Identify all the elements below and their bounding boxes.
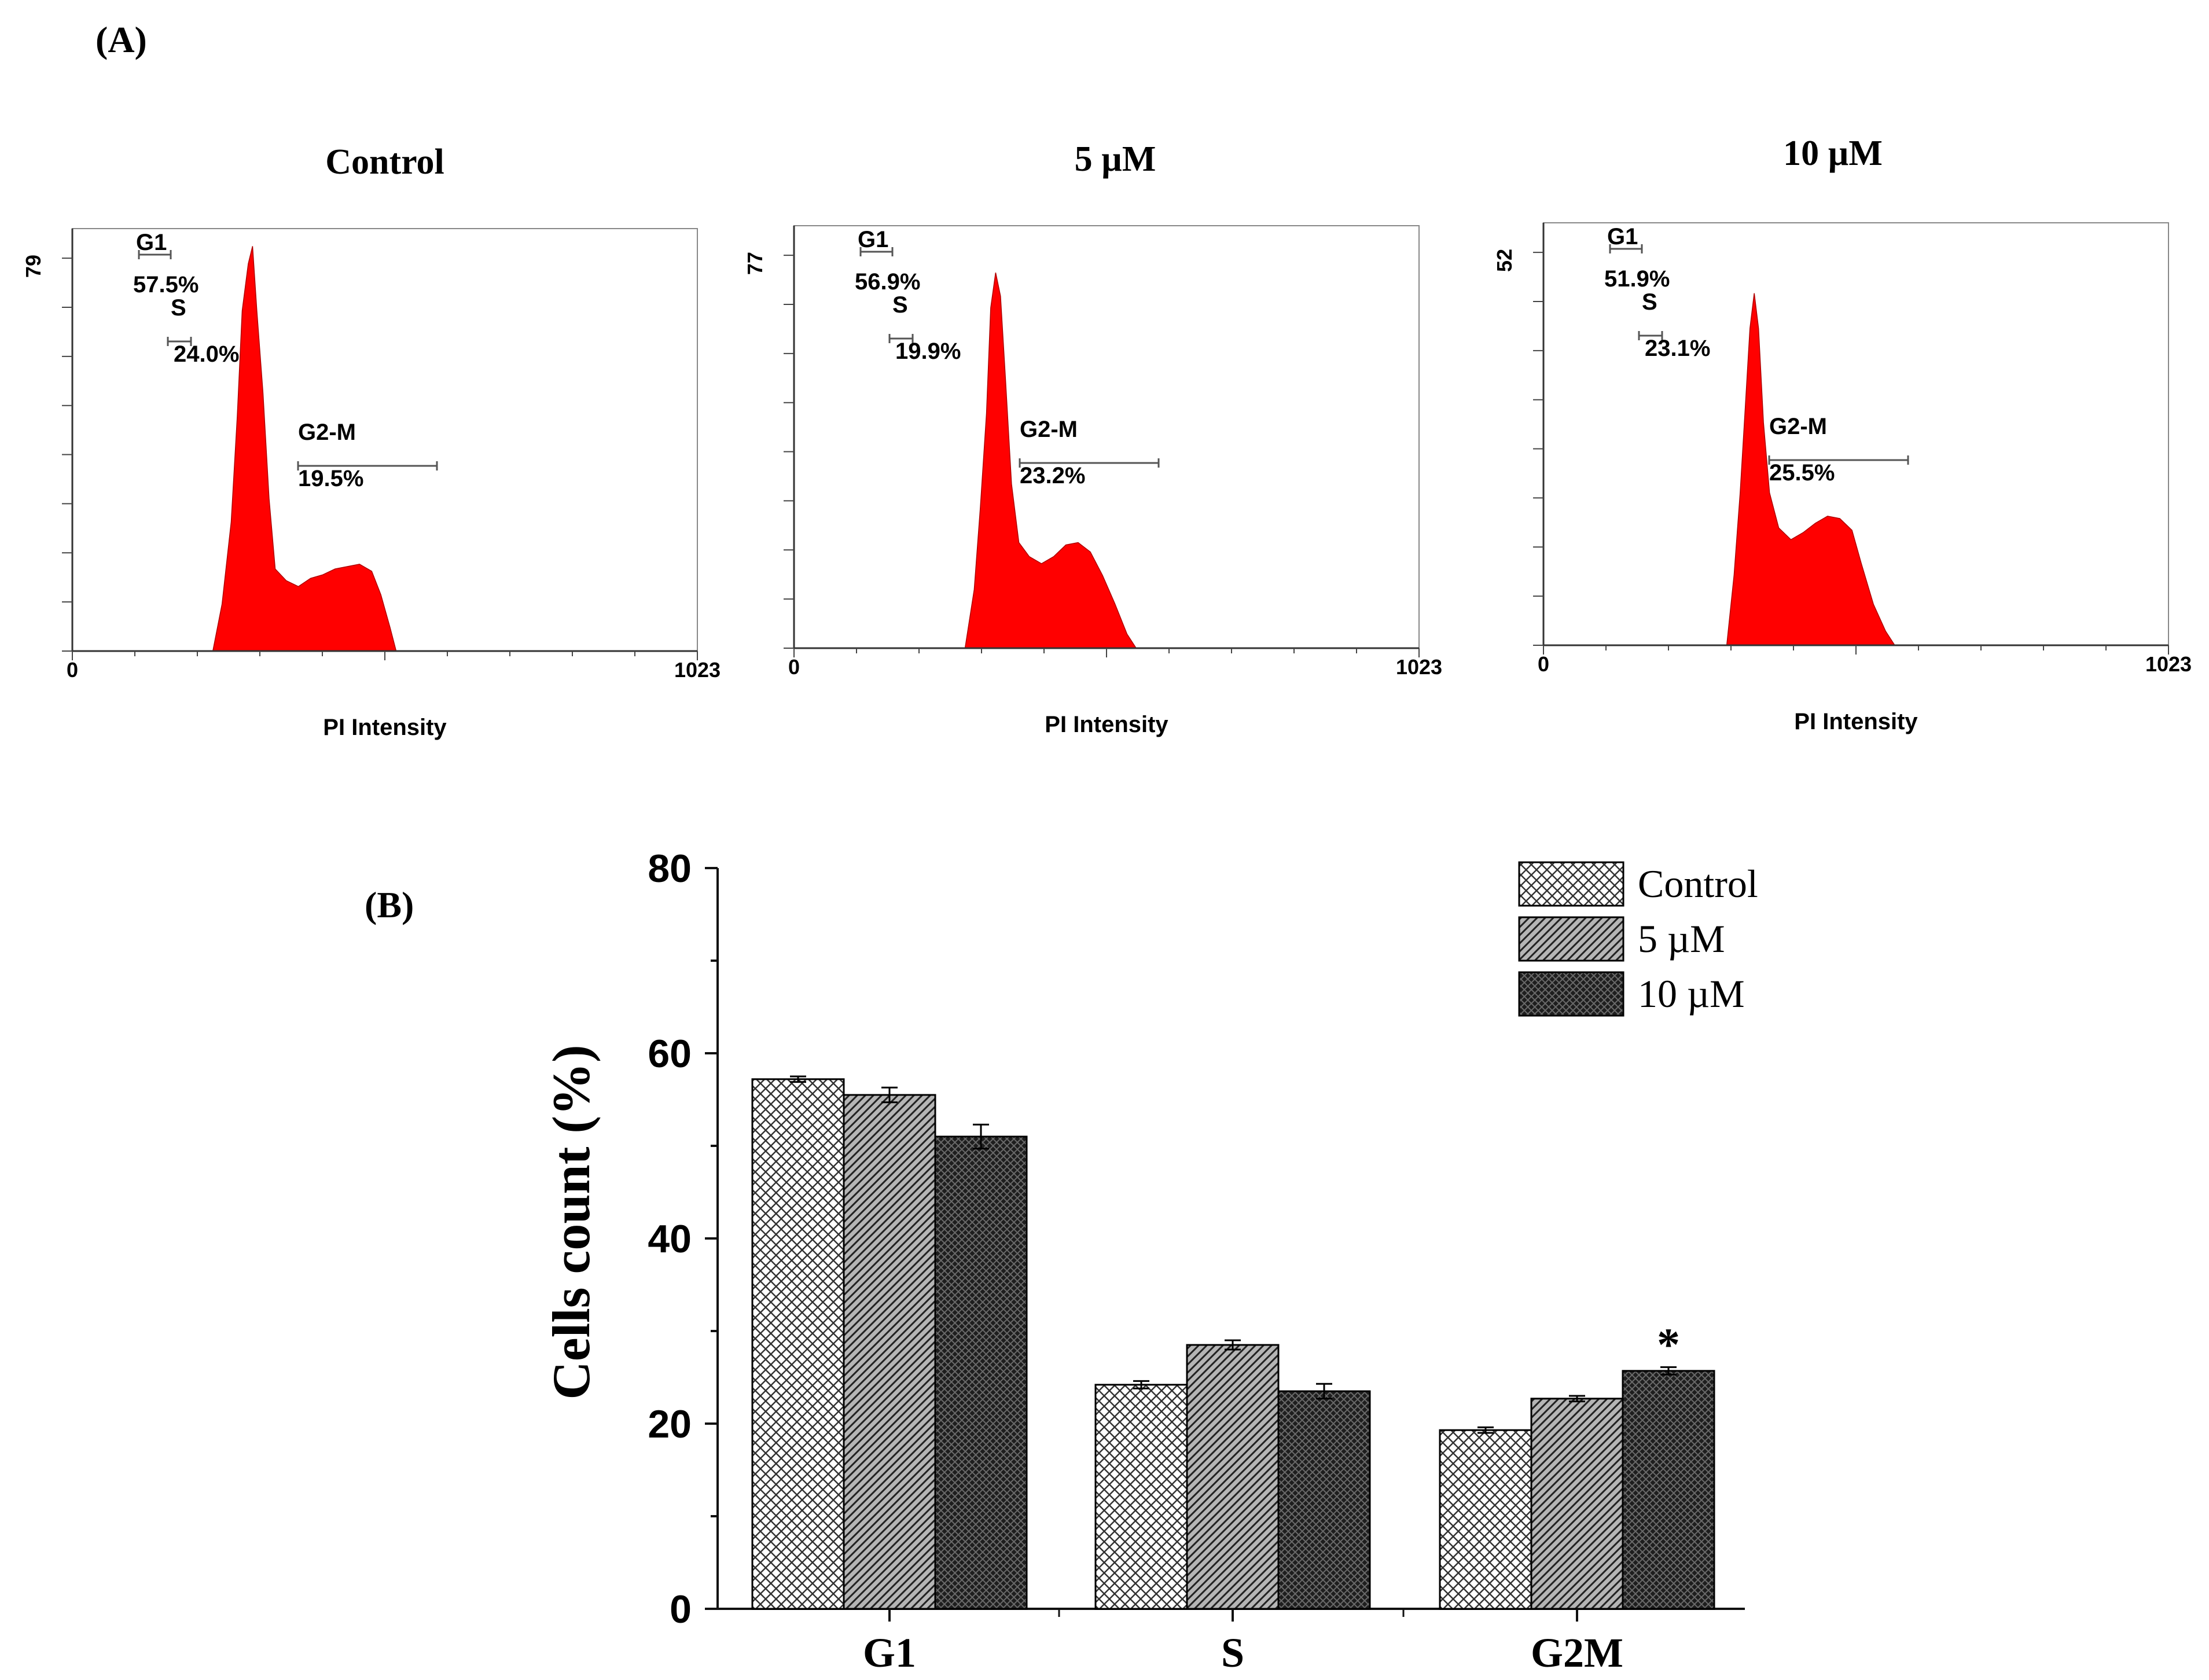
bar-y-axis-label: Cells count (%) xyxy=(542,1045,601,1399)
bar-y-tick-label: 20 xyxy=(648,1402,692,1446)
bar-legend: Control 5 µM 10 µM xyxy=(1518,861,1758,1017)
bar-y-tick-label: 80 xyxy=(648,847,692,891)
gate-name: G1 xyxy=(136,230,167,255)
gate-g1: G1 57.5% xyxy=(133,230,199,297)
bar-s-0 xyxy=(1094,1384,1188,1610)
bar-y-tick-label: 40 xyxy=(648,1217,692,1261)
gate-percent: 19.9% xyxy=(895,339,961,364)
gate-g1: G1 51.9% xyxy=(1604,224,1670,292)
bar-category-label: G2M xyxy=(1531,1630,1623,1676)
histogram-title: Control xyxy=(325,142,444,182)
x-tick-label-max: 1023 xyxy=(674,658,721,682)
gate-name: G1 xyxy=(1607,224,1638,249)
histogram-fill xyxy=(794,272,1419,649)
bar-g2m-2 xyxy=(1622,1370,1715,1610)
bar-g1-0 xyxy=(751,1078,845,1610)
gate-percent: 23.2% xyxy=(1020,463,1085,488)
x-tick-label-min: 0 xyxy=(1538,652,1549,676)
x-tick-label-min: 0 xyxy=(788,655,800,679)
bar-g2m-1 xyxy=(1530,1398,1624,1610)
y-max-label: 52 xyxy=(1493,249,1516,272)
bar-g2m-0 xyxy=(1439,1429,1532,1610)
gate-g2-m: G2-M 23.2% xyxy=(1019,417,1160,488)
histogram-x-axis-label: PI Intensity xyxy=(1794,709,1918,734)
gate-name: S xyxy=(892,292,908,318)
histogram-10um: 10 µM 0 1023 52 PI Intensity G1 51.9%S 23.1% G2… xyxy=(1493,134,2192,734)
legend-label-2: 10 µM xyxy=(1638,972,1745,1016)
y-max-label: 79 xyxy=(21,255,45,278)
bar-chart: Cells count (%) 0 20 40 60 80 G1 S G2M * Control 5… xyxy=(542,847,1758,1676)
legend-swatch-0 xyxy=(1518,861,1624,907)
gate-percent: 19.5% xyxy=(298,466,363,491)
gate-name: G2-M xyxy=(298,420,356,445)
gate-s: S 24.0% xyxy=(167,295,239,367)
panel-b-label: (B) xyxy=(365,884,414,925)
histogram-fill xyxy=(72,246,697,652)
gate-name: G1 xyxy=(858,227,888,252)
legend-label-1: 5 µM xyxy=(1638,917,1725,961)
bar-y-tick-label: 0 xyxy=(670,1587,692,1631)
bar-s-1 xyxy=(1186,1344,1280,1610)
histogram-fill xyxy=(1543,293,2168,646)
gate-name: S xyxy=(171,295,186,321)
gate-name: G2-M xyxy=(1020,417,1078,442)
y-max-label: 77 xyxy=(743,252,767,275)
bar-s-2 xyxy=(1277,1390,1371,1610)
histogram-x-axis-label: PI Intensity xyxy=(1045,712,1168,737)
gate-percent: 24.0% xyxy=(174,341,239,367)
gate-name: G2-M xyxy=(1769,414,1827,439)
gate-s: S 19.9% xyxy=(888,292,961,364)
histogram-x-axis-label: PI Intensity xyxy=(323,715,447,740)
gate-s: S 23.1% xyxy=(1638,289,1710,361)
legend-label-0: Control xyxy=(1638,862,1758,906)
histogram-title: 10 µM xyxy=(1783,134,1883,173)
legend-swatch-1 xyxy=(1518,916,1624,962)
bar-category-label: G1 xyxy=(863,1630,916,1676)
gate-percent: 57.5% xyxy=(133,272,199,297)
x-tick-label-min: 0 xyxy=(67,658,78,682)
x-tick-label-max: 1023 xyxy=(1396,655,1442,679)
gate-percent: 25.5% xyxy=(1769,460,1835,486)
gate-percent: 56.9% xyxy=(855,269,920,295)
gate-g2-m: G2-M 25.5% xyxy=(1768,414,1909,486)
gate-name: S xyxy=(1642,289,1657,315)
bar-category-label: S xyxy=(1221,1630,1244,1676)
histogram-5um: 5 µM 0 1023 77 PI Intensity G1 56.9%S 19.9% G2-… xyxy=(743,139,1442,737)
histogram-title: 5 µM xyxy=(1075,139,1156,179)
histogram-control: Control 0 1023 79 PI Intensity G1 57.5%S 24.0%… xyxy=(21,142,721,740)
bar-g1-2 xyxy=(934,1135,1028,1610)
gate-g2-m: G2-M 19.5% xyxy=(297,420,438,491)
x-tick-label-max: 1023 xyxy=(2145,652,2192,676)
legend-swatch-2 xyxy=(1518,971,1624,1017)
panel-a-label: (A) xyxy=(95,19,147,60)
gate-percent: 23.1% xyxy=(1645,336,1710,361)
bar-g1-1 xyxy=(843,1094,936,1610)
bar-y-tick-label: 60 xyxy=(648,1032,692,1076)
gate-g1: G1 56.9% xyxy=(855,227,920,295)
gate-percent: 51.9% xyxy=(1604,266,1670,292)
significance-asterisk: * xyxy=(1657,1319,1680,1370)
